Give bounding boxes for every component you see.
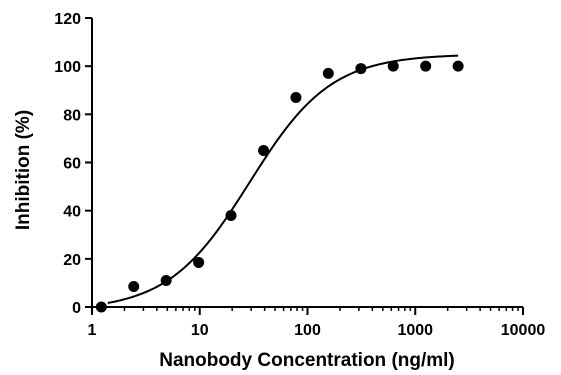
x-tick-label: 10 — [191, 322, 209, 339]
data-point — [225, 209, 237, 221]
y-tick-label: 40 — [63, 204, 81, 221]
y-tick-label: 60 — [63, 156, 81, 173]
data-point — [420, 60, 432, 72]
y-tick-label: 120 — [54, 11, 81, 28]
data-point — [355, 63, 367, 75]
y-tick-label: 0 — [72, 300, 81, 317]
x-tick-label: 10000 — [501, 322, 546, 339]
x-tick-label: 100 — [294, 322, 321, 339]
data-point — [128, 281, 140, 293]
y-axis-title: Inhibition (%) — [13, 110, 34, 230]
data-point — [258, 144, 270, 156]
data-point — [452, 60, 464, 72]
y-tick-label: 80 — [63, 107, 81, 124]
data-point — [322, 67, 334, 79]
x-tick-label: 1 — [88, 322, 97, 339]
data-point — [193, 256, 205, 268]
data-point — [290, 91, 302, 103]
y-tick-label: 100 — [54, 59, 81, 76]
data-points — [95, 60, 464, 313]
data-point — [160, 275, 172, 287]
y-tick-label: 20 — [63, 252, 81, 269]
data-point — [95, 301, 107, 313]
x-tick-label: 1000 — [397, 322, 433, 339]
x-axis: 1 10 100 1000 10000 — [88, 306, 546, 339]
y-axis: 0 20 40 60 80 100 120 — [54, 11, 93, 317]
x-axis-title: Nanobody Concentration (ng/ml) — [159, 350, 455, 371]
data-point — [387, 60, 399, 72]
fit-curve — [107, 54, 459, 304]
